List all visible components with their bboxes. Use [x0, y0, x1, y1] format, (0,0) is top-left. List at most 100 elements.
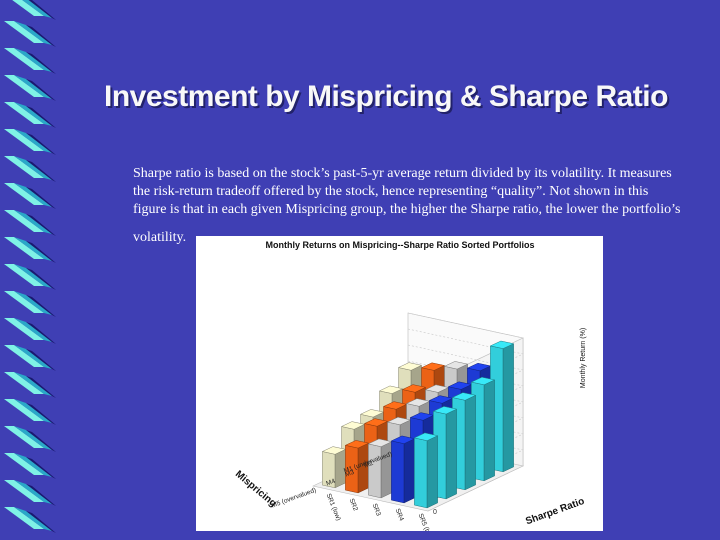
chart-mispricing-tick-label: M2: [363, 460, 374, 470]
chart-gridline: [407, 392, 524, 464]
body-line-1: Sharpe ratio is based on the stock’s pas…: [133, 166, 672, 181]
strip-stripe-light: [4, 345, 44, 367]
strip-stripe-light: [4, 75, 44, 97]
strip-stripe-light: [4, 156, 44, 178]
strip-stripe-dark: [26, 268, 56, 290]
chart-sharpe-axis-label: Sharpe Ratio: [524, 496, 586, 527]
strip-stripe-mid: [14, 453, 52, 477]
strip-stripe-dark: [26, 511, 56, 533]
strip-stripe-mid: [14, 345, 52, 369]
chart-bar-face-top: [470, 376, 496, 386]
chart-sharpe-tick-label: SR4: [394, 508, 405, 523]
chart-bar-face-top: [489, 340, 515, 349]
chart-bar-face-front: [368, 443, 382, 499]
chart-bar: [413, 432, 439, 509]
chart-bar-face-side: [403, 438, 415, 504]
strip-stripe-mid: [14, 399, 52, 423]
chart-bar-face-side: [464, 394, 476, 491]
chart-bar-face-top: [428, 395, 454, 404]
strip-stripe-dark: [26, 214, 56, 236]
chart-bar-face-top: [382, 401, 408, 410]
chart-title: Monthly Returns on Mispricing--Sharpe Ra…: [265, 240, 534, 250]
chart-bar-face-front: [391, 440, 405, 504]
chart-sharpe-tick-label: SR1 (low): [325, 493, 342, 522]
strip-stripe-light: [12, 0, 44, 16]
strip-stripe-dark: [26, 187, 56, 209]
strip-stripe-mid: [14, 129, 52, 153]
strip-stripe-light: [4, 21, 44, 43]
strip-stripe-mid: [14, 21, 52, 45]
chart-bar-face-top: [401, 384, 427, 393]
chart-bar-face-side: [502, 343, 514, 473]
returns-3d-bar-chart: Monthly Returns on Mispricing--Sharpe Ra…: [233, 240, 587, 531]
strip-stripe-dark: [26, 295, 56, 317]
strip-stripe-dark: [26, 403, 56, 425]
strip-stripe-mid: [14, 426, 52, 450]
strip-stripe-mid: [14, 48, 52, 72]
strip-stripe-dark: [26, 79, 56, 101]
strip-stripe-dark: [26, 349, 56, 371]
strip-stripe-light: [4, 453, 44, 475]
chart-sharpe-tick-label: SR3: [371, 503, 382, 518]
chart-bar-face-top: [340, 421, 366, 430]
slide-title: Investment by Mispricing & Sharpe Ratio: [104, 80, 668, 113]
decorative-strip: [0, 0, 82, 540]
strip-stripe-light: [4, 318, 44, 340]
strip-stripe-light: [4, 102, 44, 124]
strip-stripe-mid: [14, 237, 52, 261]
chart-bar: [451, 392, 477, 491]
strip-stripe-dark: [26, 25, 56, 47]
chart-bar-face-top: [344, 440, 370, 449]
chart-bar-face-side: [426, 435, 438, 509]
chart-bar-face-top: [413, 432, 439, 441]
chart-bar-face-top: [409, 412, 435, 421]
chart-gridline: [407, 328, 524, 400]
strip-stripe-mid: [14, 480, 52, 504]
chart-bar-face-front: [414, 437, 428, 509]
strip-stripe-mid: [14, 75, 52, 99]
body-line-4: volatility.: [133, 230, 187, 245]
strip-stripe-dark: [26, 52, 56, 74]
chart-bar-face-top: [359, 409, 385, 418]
strip-stripe-dark: [26, 322, 56, 344]
chart-sharpe-tick-label: SR2: [348, 498, 359, 513]
strip-stripe-mid: [14, 372, 52, 396]
chart-bar-face-top: [321, 446, 347, 455]
strip-stripe-dark: [26, 430, 56, 452]
chart-bar: [321, 446, 347, 489]
strip-stripe-light: [4, 210, 44, 232]
chart-bar-face-top: [405, 398, 431, 407]
strip-stripe-mid: [14, 156, 52, 180]
chart-bar-face-top: [447, 381, 473, 390]
strip-stripe-mid: [14, 318, 52, 342]
strip-stripe-dark: [26, 484, 56, 506]
strip-stripe-light: [4, 183, 44, 205]
strip-stripe-dark: [26, 160, 56, 182]
strip-stripe-light: [4, 480, 44, 502]
chart-z-tick-label: 0: [433, 509, 437, 516]
strip-stripe-dark: [26, 457, 56, 479]
strip-stripe-light: [4, 129, 44, 151]
strip-stripe-light: [4, 48, 44, 70]
chart-container: Monthly Returns on Mispricing--Sharpe Ra…: [196, 236, 603, 531]
chart-bar-face-top: [390, 435, 416, 444]
chart-bar-face-top: [386, 416, 412, 426]
strip-stripe-light: [4, 399, 44, 421]
chart-bar-face-side: [445, 408, 457, 500]
chart-bar-face-top: [424, 384, 450, 393]
chart-gridline: [407, 312, 524, 384]
strip-stripe-mid: [14, 507, 52, 531]
chart-z-axis-label: Monthly Return (%): [580, 328, 587, 388]
chart-bar: [390, 435, 416, 504]
body-line-3: figure is that in each given Mispricing …: [133, 202, 681, 217]
strip-stripe-mid: [14, 183, 52, 207]
chart-gridline: [407, 424, 524, 496]
strip-stripe-light: [4, 507, 44, 529]
chart-bar-face-top: [397, 362, 423, 371]
chart-bar-face-top: [420, 362, 446, 371]
chart-bar-face-top: [443, 361, 469, 370]
body-line-2: the risk-return tradeoff offered by the …: [133, 184, 649, 199]
chart-bar-face-top: [378, 385, 404, 394]
slide-body-text: Sharpe ratio is based on the stock’s pas…: [133, 165, 685, 247]
chart-bar-face-top: [363, 418, 389, 427]
